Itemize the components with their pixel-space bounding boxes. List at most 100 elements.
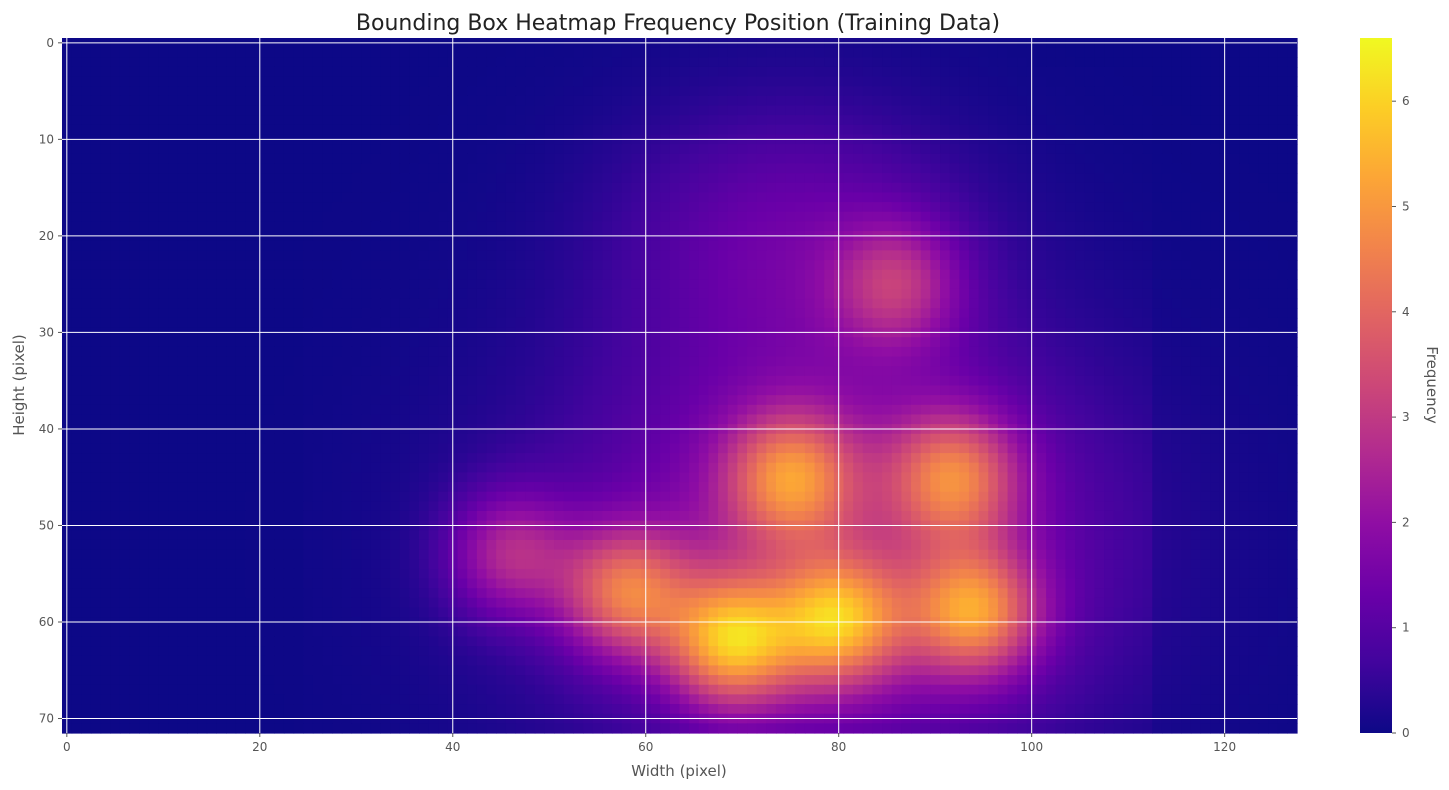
heatmap-cell bbox=[148, 66, 160, 78]
heatmap-cell bbox=[1258, 47, 1269, 58]
heatmap-cell bbox=[226, 105, 237, 116]
heatmap-cell bbox=[100, 163, 111, 174]
heatmap-cell bbox=[1113, 375, 1124, 387]
heatmap-cell bbox=[1046, 124, 1057, 136]
heatmap-cell bbox=[611, 317, 623, 329]
heatmap-cell bbox=[370, 298, 381, 309]
heatmap-cell bbox=[1161, 182, 1173, 194]
heatmap-cell bbox=[1123, 366, 1134, 377]
heatmap-cell bbox=[1287, 115, 1298, 126]
heatmap-cell bbox=[534, 298, 546, 309]
heatmap-cell bbox=[1239, 337, 1250, 348]
heatmap-cell bbox=[766, 366, 777, 377]
heatmap-cell bbox=[1104, 47, 1115, 58]
heatmap-cell bbox=[1017, 260, 1028, 271]
heatmap-cell bbox=[911, 124, 922, 136]
heatmap-cell bbox=[756, 86, 767, 97]
heatmap-cell bbox=[206, 115, 217, 126]
heatmap-cell bbox=[428, 47, 439, 58]
heatmap-cell bbox=[390, 250, 401, 261]
heatmap-cell bbox=[1190, 250, 1202, 261]
heatmap-cell bbox=[891, 221, 903, 232]
heatmap-cell bbox=[1065, 76, 1076, 87]
heatmap-cell bbox=[1171, 346, 1182, 358]
heatmap-cell bbox=[882, 211, 893, 222]
heatmap-cell bbox=[303, 346, 314, 358]
heatmap-cell bbox=[583, 404, 594, 416]
heatmap-cell bbox=[1200, 211, 1211, 222]
heatmap-cell bbox=[824, 356, 835, 367]
heatmap-cell bbox=[853, 288, 864, 300]
heatmap-cell bbox=[1036, 356, 1047, 367]
heatmap-cell bbox=[1055, 124, 1067, 136]
heatmap-cell bbox=[515, 153, 526, 165]
heatmap-cell bbox=[1248, 124, 1260, 136]
heatmap-cell bbox=[727, 337, 738, 348]
heatmap-cell bbox=[303, 288, 314, 300]
heatmap-cell bbox=[785, 269, 796, 280]
heatmap-cell bbox=[1239, 366, 1250, 377]
heatmap-cell bbox=[689, 288, 700, 300]
heatmap-cell bbox=[660, 317, 671, 329]
heatmap-cell bbox=[1152, 279, 1163, 290]
heatmap-cell bbox=[573, 279, 584, 290]
heatmap-cell bbox=[312, 395, 324, 406]
heatmap-cell bbox=[554, 105, 565, 116]
heatmap-cell bbox=[1113, 95, 1124, 107]
heatmap-cell bbox=[177, 288, 189, 300]
heatmap-cell bbox=[1239, 66, 1250, 78]
heatmap-cell bbox=[602, 298, 613, 309]
heatmap-cell bbox=[390, 192, 401, 203]
heatmap-cell bbox=[457, 153, 468, 165]
heatmap-cell bbox=[737, 317, 748, 329]
heatmap-cell bbox=[785, 211, 796, 222]
heatmap-cell bbox=[332, 250, 343, 261]
heatmap-cell bbox=[486, 346, 497, 358]
heatmap-cell bbox=[554, 250, 565, 261]
heatmap-cell bbox=[872, 269, 883, 280]
heatmap-cell bbox=[843, 260, 854, 271]
heatmap-cell bbox=[689, 202, 700, 213]
heatmap-cell bbox=[129, 86, 140, 97]
heatmap-cell bbox=[1200, 57, 1211, 68]
heatmap-cell bbox=[718, 308, 729, 319]
heatmap-cell bbox=[988, 95, 999, 107]
heatmap-cell bbox=[631, 211, 642, 222]
heatmap-cell bbox=[650, 356, 661, 367]
heatmap-cell bbox=[621, 385, 632, 396]
heatmap-cell bbox=[698, 356, 710, 367]
heatmap-cell bbox=[1132, 366, 1144, 377]
heatmap-cell bbox=[332, 279, 343, 290]
heatmap-cell bbox=[418, 346, 430, 358]
heatmap-cell bbox=[245, 221, 256, 232]
heatmap-cell bbox=[775, 57, 787, 68]
heatmap-cell bbox=[1161, 221, 1173, 232]
heatmap-cell bbox=[862, 308, 874, 319]
heatmap-cell bbox=[698, 346, 710, 358]
heatmap-cell bbox=[428, 95, 439, 107]
heatmap-cell bbox=[197, 163, 208, 174]
heatmap-cell bbox=[1268, 105, 1279, 116]
heatmap-cell bbox=[1181, 192, 1192, 203]
heatmap-cell bbox=[882, 366, 893, 377]
heatmap-cell bbox=[804, 337, 816, 348]
heatmap-cell bbox=[486, 385, 497, 396]
heatmap-cell bbox=[631, 250, 642, 261]
heatmap-cell bbox=[660, 260, 671, 271]
heatmap-cell bbox=[81, 95, 92, 107]
heatmap-cell bbox=[390, 57, 401, 68]
heatmap-cell bbox=[940, 366, 951, 377]
heatmap-cell bbox=[766, 115, 777, 126]
heatmap-cell bbox=[399, 240, 410, 251]
heatmap-cell bbox=[727, 153, 738, 165]
heatmap-cell bbox=[457, 279, 468, 290]
heatmap-cell bbox=[361, 163, 372, 174]
heatmap-cell bbox=[997, 221, 1009, 232]
heatmap-cell bbox=[1181, 366, 1192, 377]
heatmap-cell bbox=[380, 404, 391, 416]
heatmap-cell bbox=[785, 346, 796, 358]
heatmap-cell bbox=[650, 317, 661, 329]
heatmap-cell bbox=[592, 337, 603, 348]
heatmap-cell bbox=[997, 124, 1009, 136]
heatmap-cell bbox=[1268, 269, 1279, 280]
